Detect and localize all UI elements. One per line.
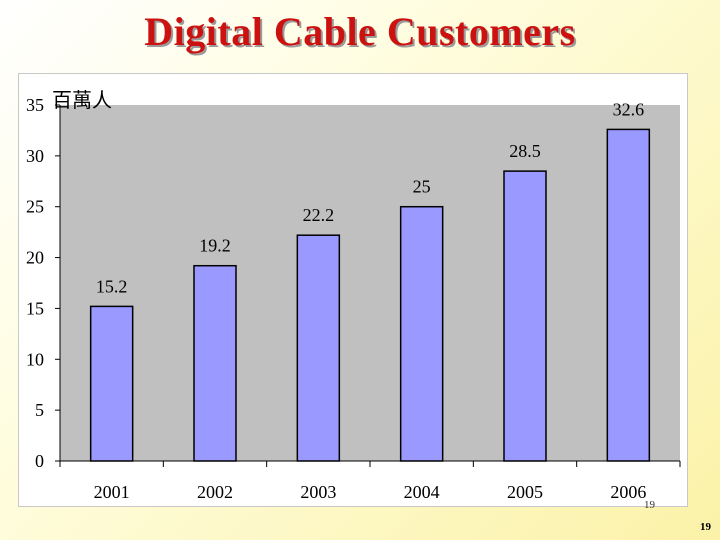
x-tick-label: 2003: [300, 482, 336, 502]
page-number-small: 19: [644, 499, 655, 511]
y-tick-label: 15: [26, 298, 44, 318]
bar: [89, 305, 134, 462]
bar-data-label: 25: [413, 177, 431, 197]
bar: [503, 170, 547, 462]
y-tick-label: 0: [35, 451, 44, 471]
y-tick-label: 35: [26, 95, 44, 115]
bar: [606, 128, 651, 462]
slide-title: Digital Cable Customers: [144, 9, 576, 54]
x-tick-label: 2005: [507, 482, 543, 502]
y-axis-unit-label: 百萬人: [52, 88, 112, 112]
plot-area: [60, 105, 680, 461]
x-tick-label: 2002: [197, 482, 233, 502]
y-tick-label: 5: [35, 400, 44, 420]
x-tick-label: 2001: [94, 482, 130, 502]
bar: [193, 264, 237, 462]
bar-data-label: 28.5: [509, 141, 541, 161]
bar-data-label: 19.2: [199, 236, 231, 256]
page-number: 19: [700, 521, 711, 533]
y-tick-label: 10: [26, 349, 44, 369]
bar: [296, 234, 341, 462]
x-tick-label: 2006: [610, 482, 646, 502]
bar-data-label: 32.6: [613, 99, 645, 119]
bar-data-label: 15.2: [96, 276, 128, 296]
x-tick-label: 2004: [404, 482, 440, 502]
bar: [399, 205, 444, 462]
y-tick-label: 30: [26, 146, 44, 166]
y-tick-label: 25: [26, 197, 44, 217]
y-tick-label: 20: [26, 248, 44, 268]
bar-data-label: 22.2: [303, 205, 335, 225]
